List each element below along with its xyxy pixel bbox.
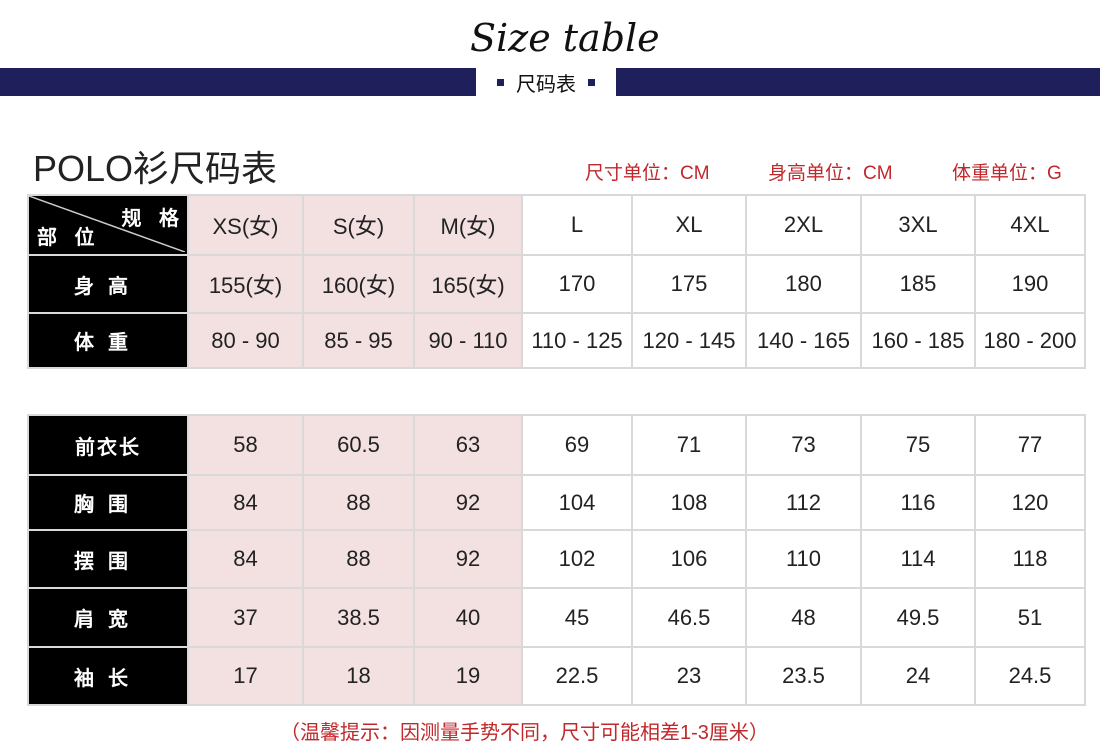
row-label: 身高 bbox=[27, 254, 189, 314]
table-cell: 108 bbox=[631, 474, 747, 531]
table-cell: 84 bbox=[187, 474, 304, 531]
table-cell: 75 bbox=[860, 414, 976, 476]
table-cell: 49.5 bbox=[860, 587, 976, 648]
table-row: 袖长 17 18 19 22.5 23 23.5 24 24.5 bbox=[27, 646, 1086, 706]
product-title: POLO衫尺码表 bbox=[33, 148, 278, 189]
table-cell: 185 bbox=[860, 254, 976, 314]
corner-bottom-label: 部 位 bbox=[37, 227, 101, 249]
row-label: 袖长 bbox=[27, 646, 189, 706]
table-cell: 180 - 200 bbox=[974, 312, 1086, 369]
table-cell: 58 bbox=[187, 414, 304, 476]
table-cell: 180 bbox=[745, 254, 862, 314]
size-unit: 尺寸单位：CM bbox=[585, 163, 710, 184]
table-cell: 120 - 145 bbox=[631, 312, 747, 369]
table-cell: 22.5 bbox=[521, 646, 633, 706]
title-english: Size table bbox=[470, 16, 660, 60]
subtitle: 尺码表 bbox=[476, 68, 616, 96]
table-cell: 85 - 95 bbox=[302, 312, 415, 369]
header-row: 规 格部 位 XS(女) S(女) M(女) L XL 2XL 3XL 4XL bbox=[27, 194, 1086, 256]
subtitle-text: 尺码表 bbox=[516, 73, 576, 96]
table-cell: 24 bbox=[860, 646, 976, 706]
size-header: L bbox=[521, 194, 633, 256]
row-label: 摆围 bbox=[27, 529, 189, 589]
table-cell: 155(女) bbox=[187, 254, 304, 314]
table-cell: 24.5 bbox=[974, 646, 1086, 706]
table-cell: 112 bbox=[745, 474, 862, 531]
size-table-garment: 前衣长 58 60.5 63 69 71 73 75 77 胸围 84 88 92 104 108 112 11… bbox=[27, 414, 1086, 706]
table-cell: 116 bbox=[860, 474, 976, 531]
table-cell: 23 bbox=[631, 646, 747, 706]
table-cell: 84 bbox=[187, 529, 304, 589]
table-cell: 69 bbox=[521, 414, 633, 476]
table-cell: 160(女) bbox=[302, 254, 415, 314]
table-row: 体重 80 - 90 85 - 95 90 - 110 110 - 125 120 - 1… bbox=[27, 312, 1086, 369]
table-cell: 88 bbox=[302, 474, 415, 531]
table-cell: 17 bbox=[187, 646, 304, 706]
size-header: 3XL bbox=[860, 194, 976, 256]
table-cell: 92 bbox=[413, 529, 523, 589]
table-cell: 37 bbox=[187, 587, 304, 648]
table-cell: 92 bbox=[413, 474, 523, 531]
table-row: 肩宽 37 38.5 40 45 46.5 48 49.5 51 bbox=[27, 587, 1086, 648]
row-label: 胸围 bbox=[27, 474, 189, 531]
measurement-note: （温馨提示：因测量手势不同，尺寸可能相差1-3厘米） bbox=[280, 722, 769, 744]
table-cell: 90 - 110 bbox=[413, 312, 523, 369]
table-cell: 40 bbox=[413, 587, 523, 648]
table-cell: 48 bbox=[745, 587, 862, 648]
table-cell: 71 bbox=[631, 414, 747, 476]
row-label: 前衣长 bbox=[27, 414, 189, 476]
table-cell: 175 bbox=[631, 254, 747, 314]
header-bar-right bbox=[616, 68, 1100, 96]
corner-top-label: 规 格 bbox=[121, 208, 185, 230]
table-cell: 18 bbox=[302, 646, 415, 706]
weight-unit: 体重单位：G bbox=[952, 163, 1062, 184]
table-cell: 104 bbox=[521, 474, 633, 531]
table-cell: 106 bbox=[631, 529, 747, 589]
table-cell: 140 - 165 bbox=[745, 312, 862, 369]
table-cell: 120 bbox=[974, 474, 1086, 531]
square-bullet-icon bbox=[588, 78, 595, 86]
size-header: XL bbox=[631, 194, 747, 256]
table-cell: 46.5 bbox=[631, 587, 747, 648]
diagonal-line bbox=[29, 196, 185, 252]
table-row: 摆围 84 88 92 102 106 110 114 118 bbox=[27, 529, 1086, 589]
table-cell: 51 bbox=[974, 587, 1086, 648]
table-cell: 38.5 bbox=[302, 587, 415, 648]
size-header: 4XL bbox=[974, 194, 1086, 256]
table-cell: 80 - 90 bbox=[187, 312, 304, 369]
size-header: M(女) bbox=[413, 194, 523, 256]
size-table-body-measure: 规 格部 位 XS(女) S(女) M(女) L XL 2XL 3XL 4XL 身高 155(女) 1… bbox=[27, 194, 1086, 369]
height-unit: 身高单位：CM bbox=[768, 163, 893, 184]
header-bar-left bbox=[0, 68, 476, 96]
table-cell: 190 bbox=[974, 254, 1086, 314]
table-cell: 77 bbox=[974, 414, 1086, 476]
table-cell: 114 bbox=[860, 529, 976, 589]
table-row: 身高 155(女) 160(女) 165(女) 170 175 180 185 190 bbox=[27, 254, 1086, 314]
table-cell: 45 bbox=[521, 587, 633, 648]
corner-diagonal: 规 格部 位 bbox=[29, 196, 187, 254]
table-row: 前衣长 58 60.5 63 69 71 73 75 77 bbox=[27, 414, 1086, 476]
table-cell: 110 - 125 bbox=[521, 312, 633, 369]
table-cell: 118 bbox=[974, 529, 1086, 589]
table-cell: 170 bbox=[521, 254, 633, 314]
size-header: S(女) bbox=[302, 194, 415, 256]
table-cell: 63 bbox=[413, 414, 523, 476]
table-cell: 110 bbox=[745, 529, 862, 589]
size-header: 2XL bbox=[745, 194, 862, 256]
size-header: XS(女) bbox=[187, 194, 304, 256]
table-cell: 60.5 bbox=[302, 414, 415, 476]
table-cell: 23.5 bbox=[745, 646, 862, 706]
table-cell: 88 bbox=[302, 529, 415, 589]
row-label: 体重 bbox=[27, 312, 189, 369]
row-label: 肩宽 bbox=[27, 587, 189, 648]
square-bullet-icon bbox=[497, 78, 504, 86]
table-cell: 160 - 185 bbox=[860, 312, 976, 369]
table-cell: 19 bbox=[413, 646, 523, 706]
table-cell: 73 bbox=[745, 414, 862, 476]
corner-cell: 规 格部 位 bbox=[27, 194, 189, 256]
table-cell: 102 bbox=[521, 529, 633, 589]
table-row: 胸围 84 88 92 104 108 112 116 120 bbox=[27, 474, 1086, 531]
table-cell: 165(女) bbox=[413, 254, 523, 314]
